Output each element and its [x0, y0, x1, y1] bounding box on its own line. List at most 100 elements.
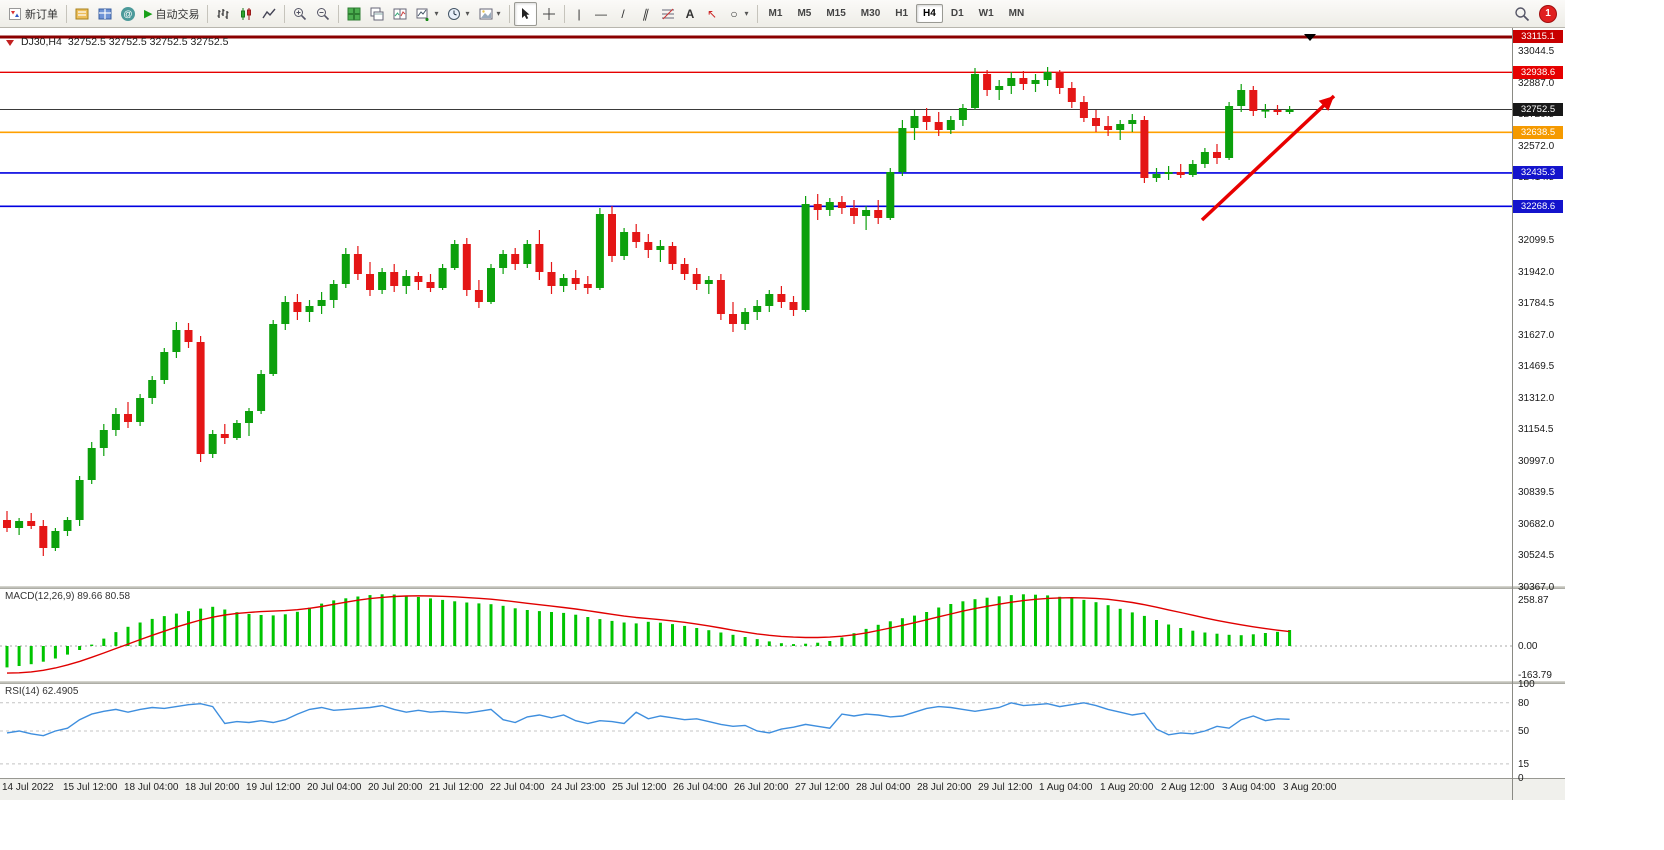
rsi-indicator-pane[interactable]: [0, 684, 1512, 778]
tile-vertical-button[interactable]: [389, 3, 411, 25]
new-order-icon: [9, 7, 21, 20]
tile-windows-button[interactable]: [343, 3, 365, 25]
toolbar-separator: [338, 4, 340, 23]
time-axis-label: 14 Jul 2022: [2, 782, 54, 793]
market-watch-button[interactable]: [71, 3, 93, 25]
price-axis-label: 32099.5: [1518, 235, 1555, 246]
pane-separator[interactable]: [0, 681, 1565, 684]
time-axis-label: 3 Aug 20:00: [1283, 782, 1337, 793]
line-chart-mode-button[interactable]: [258, 3, 280, 25]
time-axis-label: 1 Aug 04:00: [1039, 782, 1093, 793]
macd-name: MACD(12,26,9): [5, 591, 75, 602]
price-axis-label: 30682.0: [1518, 519, 1555, 530]
fibonacci-tool-button[interactable]: [657, 3, 679, 25]
bar-chart-mode-button[interactable]: [212, 3, 234, 25]
price-axis-label: 30839.5: [1518, 487, 1555, 498]
arrows-tool-button[interactable]: ↖: [702, 3, 723, 25]
text-tool-button[interactable]: A: [680, 3, 701, 25]
price-axis-label: 30524.5: [1518, 550, 1555, 561]
dropdown-icon: ▾: [465, 9, 470, 18]
auto-trading-label: 自动交易: [155, 8, 200, 21]
community-button[interactable]: @: [117, 3, 139, 25]
new-chart-button[interactable]: ▾: [412, 3, 442, 25]
rsi-scale-label: 15: [1518, 759, 1530, 770]
candlestick-icon: [241, 7, 252, 20]
tile-windows-icon: [347, 7, 361, 20]
cursor-icon: [521, 8, 530, 19]
channel-icon: ∥: [642, 6, 649, 21]
trendline-icon: /: [621, 6, 625, 21]
timeframe-m1[interactable]: M1: [768, 8, 783, 19]
timeframe-m15[interactable]: M15: [826, 8, 846, 19]
timeframe-mn[interactable]: MN: [1008, 8, 1025, 19]
time-axis-label: 25 Jul 12:00: [612, 782, 667, 793]
macd-values: 89.66 80.58: [77, 591, 131, 602]
price-axis-label: 30367.0: [1518, 582, 1555, 593]
price-tag[interactable]: 32938.6: [1513, 66, 1563, 79]
price-axis-border: [1512, 28, 1513, 800]
vertical-line-tool-button[interactable]: |: [569, 3, 590, 25]
price-tag[interactable]: 32435.3: [1513, 166, 1563, 179]
symbol-period-label: DJ30,H4: [21, 36, 62, 48]
price-tag[interactable]: 32268.6: [1513, 200, 1563, 213]
time-axis-label: 22 Jul 04:00: [490, 782, 545, 793]
price-tag[interactable]: 33115.1: [1513, 30, 1563, 43]
macd-indicator-pane[interactable]: [0, 589, 1512, 681]
new-order-button[interactable]: 新订单: [4, 3, 62, 25]
toolbar-separator: [207, 4, 209, 23]
time-axis-label: 1 Aug 20:00: [1100, 782, 1154, 793]
timeframe-h4[interactable]: H4: [916, 4, 943, 23]
timeframe-m30[interactable]: M30: [860, 8, 881, 19]
period-button[interactable]: ▾: [443, 3, 473, 25]
zoom-in-button[interactable]: [289, 3, 311, 25]
zoom-out-icon: [317, 7, 330, 20]
auto-trading-button[interactable]: ▶ 自动交易: [140, 3, 203, 25]
price-axis-label: 31469.5: [1518, 361, 1555, 372]
time-axis[interactable]: [0, 778, 1565, 800]
timeframe-d1[interactable]: D1: [950, 8, 964, 19]
terminal-window: 新订单 @ ▶ 自动交: [0, 0, 1565, 800]
search-icon[interactable]: [1514, 6, 1530, 22]
bar-chart-icon: [217, 8, 229, 19]
toolbar: 新订单 @ ▶ 自动交: [0, 0, 1565, 28]
toolbar-separator: [508, 4, 510, 23]
rsi-scale-label: 50: [1518, 726, 1530, 737]
toolbar-right-group: 1: [1514, 5, 1557, 23]
price-chart[interactable]: [0, 30, 1512, 586]
price-tag[interactable]: 32752.5: [1513, 103, 1563, 116]
crosshair-tool-button[interactable]: [538, 3, 560, 25]
timeframe-w1[interactable]: W1: [978, 8, 994, 19]
new-order-label: 新订单: [25, 8, 58, 21]
trendline-tool-button[interactable]: /: [613, 3, 634, 25]
navigator-button[interactable]: [94, 3, 116, 25]
cascade-windows-button[interactable]: [366, 3, 388, 25]
ohlc-values: 32752.5 32752.5 32752.5 32752.5: [67, 36, 229, 48]
template-button[interactable]: ▾: [475, 3, 505, 25]
rsi-label: RSI(14) 62.4905: [5, 686, 78, 697]
timeframe-h1[interactable]: H1: [895, 8, 909, 19]
shapes-tool-button[interactable]: ○ ▾: [724, 3, 753, 25]
horizontal-line-tool-button[interactable]: —: [591, 3, 612, 25]
time-axis-label: 3 Aug 04:00: [1222, 782, 1276, 793]
macd-scale-label: 258.87: [1518, 595, 1549, 606]
time-axis-label: 26 Jul 20:00: [734, 782, 789, 793]
navigator-icon: [98, 8, 112, 19]
timeframe-m5[interactable]: M5: [797, 8, 812, 19]
toolbar-separator: [563, 4, 565, 23]
time-axis-label: 28 Jul 20:00: [917, 782, 972, 793]
time-axis-label: 20 Jul 20:00: [368, 782, 423, 793]
time-axis-label: 18 Jul 20:00: [185, 782, 240, 793]
channel-tool-button[interactable]: ∥: [635, 3, 656, 25]
zoom-out-button[interactable]: [312, 3, 334, 25]
cursor-tool-button[interactable]: [513, 1, 537, 26]
candlestick-mode-button[interactable]: [235, 3, 257, 25]
price-tag[interactable]: 32638.5: [1513, 126, 1563, 139]
macd-scale-label: -163.79: [1518, 670, 1552, 681]
price-axis-label: 30997.0: [1518, 456, 1555, 467]
notification-badge[interactable]: 1: [1539, 5, 1557, 23]
price-axis-label: 33044.5: [1518, 46, 1555, 57]
time-axis-label: 20 Jul 04:00: [307, 782, 362, 793]
pane-separator[interactable]: [0, 586, 1565, 589]
dropdown-icon: ▾: [496, 9, 501, 18]
